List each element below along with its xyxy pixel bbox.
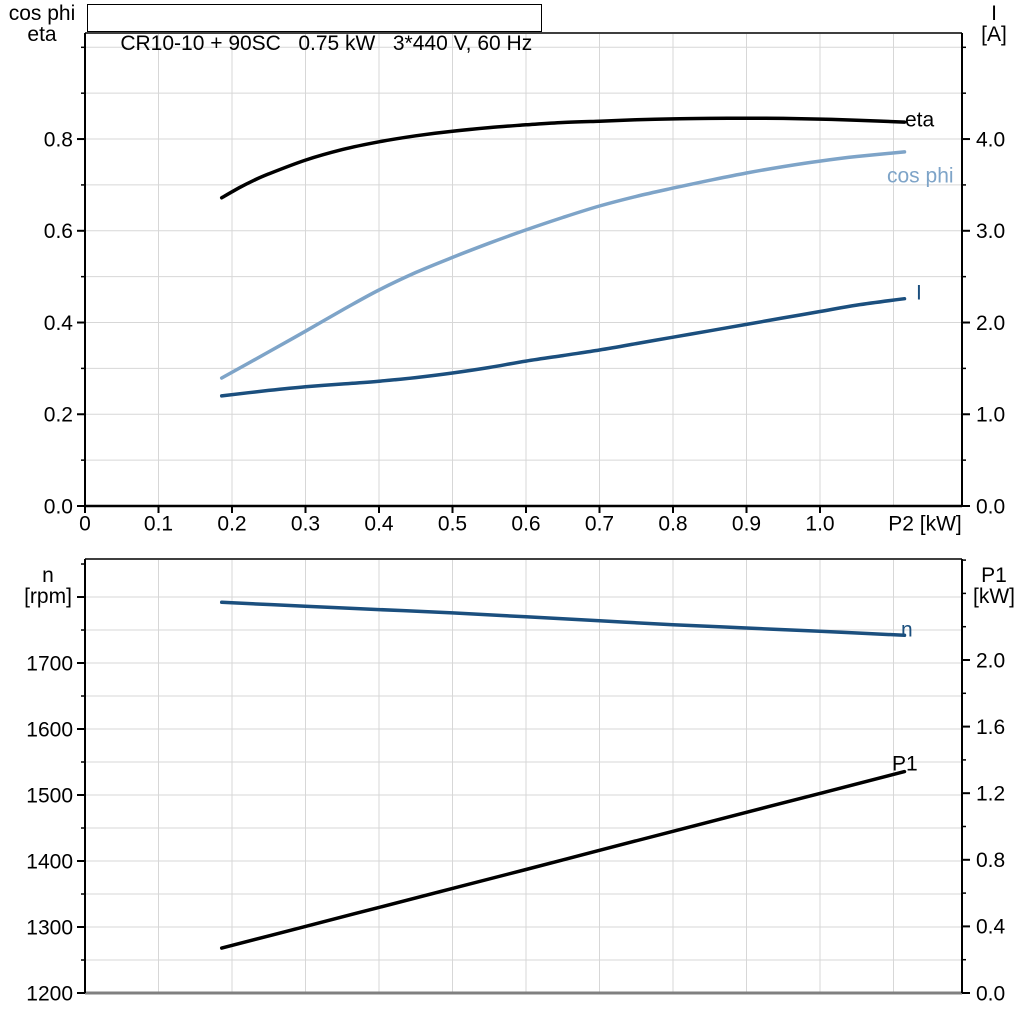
x-tick-label: 0.1 bbox=[144, 512, 173, 535]
x-axis-label: P2 [kW] bbox=[888, 512, 962, 535]
left-tick-label: 0.6 bbox=[44, 220, 73, 243]
x-tick-label: 0.5 bbox=[438, 512, 467, 535]
left-tick-label: 0.0 bbox=[44, 495, 73, 518]
x-tick-label: 0.4 bbox=[364, 512, 394, 535]
left-tick-label: 1700 bbox=[26, 652, 73, 675]
x-tick-label: 0.7 bbox=[585, 512, 614, 535]
series-label-n: n bbox=[901, 618, 913, 641]
left-tick-label: 0.2 bbox=[44, 404, 73, 427]
right-tick-label: 1.2 bbox=[976, 783, 1005, 806]
x-tick-label: 0 bbox=[79, 512, 91, 535]
right-tick-label: 2.0 bbox=[976, 312, 1005, 335]
series-label-eta: eta bbox=[905, 108, 935, 131]
left-tick-label: 1200 bbox=[26, 982, 73, 1005]
lower-right-axis-title: P1 [kW] bbox=[952, 565, 1024, 607]
x-tick-label: 0.3 bbox=[291, 512, 320, 535]
series-curve-eta bbox=[219, 116, 907, 200]
x-tick-label: 0.8 bbox=[658, 512, 687, 535]
x-tick-label: 0.9 bbox=[732, 512, 761, 535]
left-tick-label: 1500 bbox=[26, 784, 73, 807]
left-tick-label: 0.4 bbox=[44, 312, 74, 335]
upper-left-axis-title: cos phi eta bbox=[0, 3, 84, 45]
right-tick-label: 0.0 bbox=[976, 495, 1005, 518]
series-curve-I bbox=[219, 296, 907, 398]
axis-title-current-unit: [A] bbox=[981, 23, 1007, 46]
upper-right-axis-title: I [A] bbox=[952, 3, 1024, 45]
series-label-P1: P1 bbox=[892, 752, 918, 775]
series-label-I: I bbox=[916, 281, 922, 304]
right-tick-label: 1.6 bbox=[976, 716, 1005, 739]
series-curve-P1 bbox=[219, 769, 907, 950]
left-tick-label: 1400 bbox=[26, 850, 73, 873]
right-tick-label: 4.0 bbox=[976, 128, 1005, 151]
right-tick-label: 0.4 bbox=[976, 916, 1006, 939]
x-tick-label: 0.6 bbox=[511, 512, 540, 535]
series-curve-cos-phi bbox=[219, 150, 907, 380]
right-tick-label: 2.0 bbox=[976, 649, 1005, 672]
left-tick-label: 0.8 bbox=[44, 128, 73, 151]
right-tick-label: 3.0 bbox=[976, 220, 1005, 243]
axis-title-p1: P1 bbox=[981, 564, 1007, 587]
x-tick-label: 0.2 bbox=[217, 512, 246, 535]
axis-title-eta: eta bbox=[27, 23, 57, 46]
left-tick-label: 1600 bbox=[26, 718, 73, 741]
axis-title-speed: n bbox=[42, 564, 54, 587]
series-label-cos-phi: cos phi bbox=[887, 164, 954, 187]
right-tick-label: 0.8 bbox=[976, 849, 1005, 872]
axis-title-current: I bbox=[991, 2, 997, 25]
series-curve-n bbox=[219, 600, 907, 638]
axis-title-p1-unit: [kW] bbox=[973, 585, 1015, 608]
right-tick-label: 1.0 bbox=[976, 404, 1005, 427]
axis-title-speed-unit: [rpm] bbox=[24, 585, 72, 608]
lower-left-axis-title: n [rpm] bbox=[6, 565, 90, 607]
left-tick-label: 1300 bbox=[26, 916, 73, 939]
chart-title-box: CR10-10 + 90SC 0.75 kW 3*440 V, 60 Hz bbox=[87, 4, 543, 55]
x-tick-label: 1.0 bbox=[805, 512, 834, 535]
chart-title: CR10-10 + 90SC 0.75 kW 3*440 V, 60 Hz bbox=[120, 32, 533, 55]
right-tick-label: 0.0 bbox=[976, 982, 1005, 1005]
axis-title-cosphi: cos phi bbox=[8, 2, 76, 25]
